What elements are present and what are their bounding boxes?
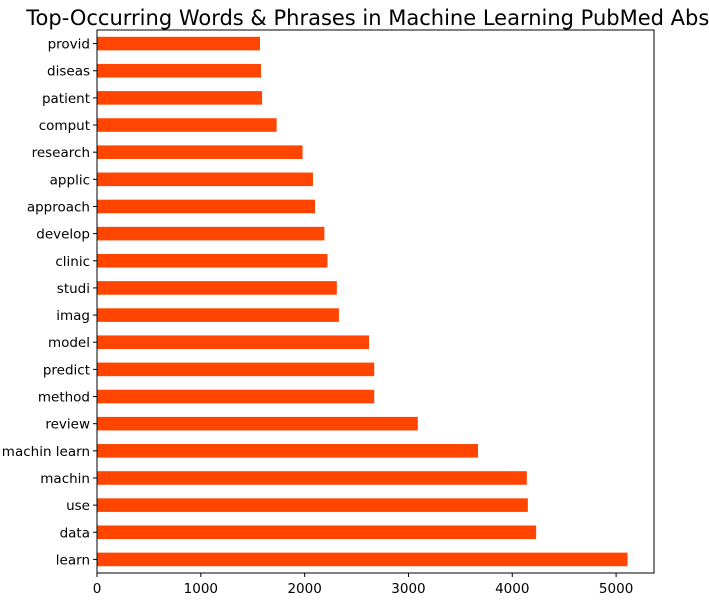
x-tick-label: 4000 <box>495 581 529 597</box>
x-tick-label: 1000 <box>184 581 218 597</box>
bar-clinic <box>97 253 328 268</box>
y-tick-label: review <box>45 417 90 433</box>
bar-review <box>97 416 418 431</box>
y-tick-label: applic <box>50 172 90 188</box>
y-tick-label: studi <box>57 281 90 297</box>
bar-data <box>97 525 537 540</box>
y-tick-label: comput <box>39 118 90 134</box>
bars-group <box>97 36 628 567</box>
bar-imag <box>97 308 339 322</box>
bar-predict <box>97 362 375 377</box>
bar-use <box>97 498 528 512</box>
y-tick-label: machin <box>40 471 90 487</box>
bar-research <box>97 145 303 159</box>
y-axis: learn data use machin machin learn review meth… <box>2 37 97 568</box>
y-tick-label: imag <box>56 308 90 324</box>
y-tick-label: patient <box>42 91 90 107</box>
y-tick-label: use <box>66 498 90 514</box>
bar-approach <box>97 199 316 214</box>
y-tick-label: provid <box>48 37 90 53</box>
y-tick-label: model <box>48 335 90 351</box>
plot-area-frame <box>96 29 655 574</box>
bar-provid <box>97 36 260 51</box>
y-tick-label: learn <box>56 552 90 568</box>
bar-model <box>97 335 370 350</box>
bar-method <box>97 389 375 404</box>
y-tick-label: machin learn <box>2 444 90 460</box>
x-axis: 0 1000 2000 3000 4000 5000 <box>93 573 633 597</box>
y-tick-label: clinic <box>55 254 90 270</box>
y-tick-label: develop <box>36 227 90 243</box>
bar-develop <box>97 226 325 241</box>
y-tick-label: diseas <box>47 64 90 80</box>
bar-studi <box>97 281 337 295</box>
bar-applic <box>97 172 313 187</box>
y-tick-label: data <box>60 525 90 541</box>
bar-learn <box>97 552 628 567</box>
chart-title: Top-Occurring Words & Phrases in Machine… <box>25 6 709 30</box>
x-tick-label: 0 <box>93 581 102 597</box>
bar-patient <box>97 91 263 105</box>
bar-machin-learn <box>97 444 479 458</box>
bar-comput <box>97 118 277 132</box>
x-tick-label: 2000 <box>287 581 321 597</box>
y-tick-label: research <box>32 145 90 161</box>
bar-diseas <box>97 63 262 78</box>
x-tick-label: 3000 <box>391 581 425 597</box>
y-tick-label: approach <box>27 199 90 215</box>
y-tick-label: method <box>38 390 90 406</box>
y-tick-label: predict <box>43 362 90 378</box>
bar-machin <box>97 471 527 485</box>
x-tick-label: 5000 <box>599 581 633 597</box>
